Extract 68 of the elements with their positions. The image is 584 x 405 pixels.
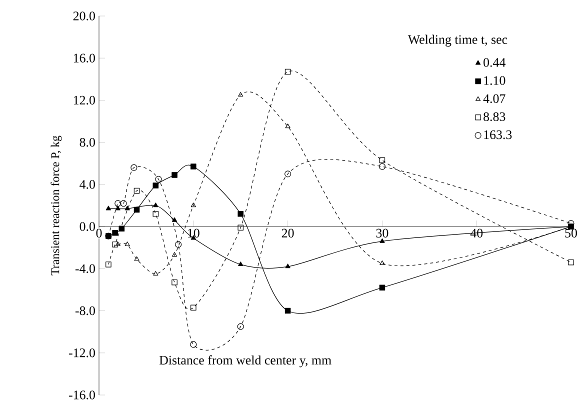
legend-label: 163.3: [484, 130, 512, 140]
point: [238, 262, 244, 266]
y-tick-label: 12.0: [74, 96, 95, 105]
point: [380, 260, 385, 265]
point: [134, 206, 140, 213]
x-tick-label: 20: [282, 228, 294, 238]
point: [124, 242, 130, 246]
legend-label: 1.10: [484, 76, 506, 85]
point: [118, 226, 125, 232]
point: [238, 92, 244, 97]
x-tick-label: 0: [96, 228, 102, 238]
point: [568, 259, 574, 266]
point: [153, 271, 158, 276]
point: [112, 230, 118, 236]
point: [124, 206, 130, 210]
y-tick-label: -16.0: [68, 390, 95, 400]
legend-title: Welding time t, sec: [408, 34, 508, 47]
point: [153, 202, 158, 208]
point: [114, 200, 122, 207]
point: [380, 238, 385, 243]
point: [120, 200, 127, 207]
point: [190, 164, 196, 170]
point: [190, 202, 196, 208]
y-tick-label: 8.0: [80, 138, 95, 147]
point: [237, 323, 244, 330]
point: [172, 217, 178, 222]
point: [112, 242, 118, 248]
point: [285, 124, 290, 128]
point: [190, 341, 197, 348]
y-tick-label: -8.0: [75, 306, 95, 316]
point: [134, 256, 140, 261]
point: [152, 211, 159, 217]
point: [130, 164, 138, 171]
point: [190, 304, 196, 311]
y-tick-label: 0.0: [80, 222, 95, 231]
point: [134, 188, 140, 194]
legend-label: 4.07: [483, 94, 506, 104]
point: [175, 241, 182, 248]
y-tick-label: -12.0: [68, 348, 95, 358]
point: [285, 264, 290, 268]
point: [115, 206, 120, 210]
point: [115, 242, 120, 246]
point: [106, 206, 111, 210]
x-tick-label: 10: [188, 228, 200, 238]
point: [284, 308, 291, 314]
point: [172, 252, 178, 257]
x-axis-title: Distance from weld center y, mm: [159, 355, 332, 368]
point: [238, 211, 244, 217]
x-tick-label: 50: [565, 228, 577, 238]
point: [238, 224, 244, 230]
point: [379, 284, 386, 291]
point: [284, 170, 292, 178]
point: [172, 279, 178, 286]
point: [378, 163, 386, 170]
y-tick-label: 16.0: [74, 54, 95, 63]
legend-label: 0.44: [484, 58, 506, 67]
point: [172, 172, 178, 178]
y-tick-label: 4.0: [80, 180, 95, 189]
point: [155, 176, 162, 182]
point: [152, 182, 159, 188]
point: [284, 68, 291, 75]
y-tick-label: 20.0: [73, 12, 95, 20]
legend-label: 8.83: [484, 112, 506, 122]
point: [379, 157, 386, 164]
y-tick-label: -4.0: [75, 264, 95, 274]
x-tick-label: 30: [376, 228, 388, 238]
point: [106, 262, 112, 268]
y-axis-title: Transient reaction force P, kg: [50, 136, 62, 276]
